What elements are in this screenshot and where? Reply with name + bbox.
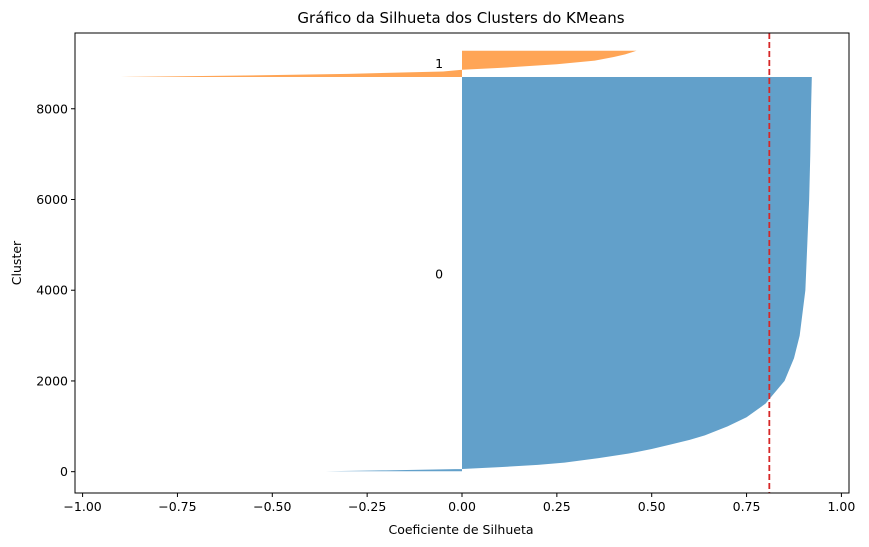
silhouette-band-cluster-0 (325, 77, 812, 472)
y-tick-label: 4000 (36, 283, 68, 298)
cluster-label-0: 0 (435, 266, 443, 281)
cluster-label-1: 1 (435, 56, 443, 71)
x-tick-label: −0.75 (158, 499, 196, 514)
y-axis: 0 2000 4000 6000 8000 (36, 101, 75, 479)
plot-area: 01 (74, 32, 850, 494)
silhouette-band-cluster-1 (120, 50, 637, 78)
y-tick-label: 8000 (36, 101, 68, 116)
x-tick-label: 0.75 (733, 499, 761, 514)
chart-title: Gráfico da Silhueta dos Clusters do KMea… (297, 9, 624, 27)
x-tick-label: −0.50 (253, 499, 291, 514)
x-tick-label: −1.00 (63, 499, 101, 514)
x-tick-label: 1.00 (827, 499, 855, 514)
x-axis-label: Coeficiente de Silhueta (388, 522, 533, 537)
x-axis: −1.00 −0.75 −0.50 −0.25 0.00 0.25 0.50 0.75 1.00 (63, 493, 855, 514)
y-tick-label: 6000 (36, 192, 68, 207)
x-tick-label: 0.00 (448, 499, 476, 514)
x-tick-label: 0.25 (543, 499, 571, 514)
x-tick-label: 0.50 (638, 499, 666, 514)
y-axis-label: Cluster (9, 240, 24, 285)
y-tick-label: 2000 (36, 373, 68, 388)
y-tick-label: 0 (60, 464, 68, 479)
x-tick-label: −0.25 (348, 499, 386, 514)
